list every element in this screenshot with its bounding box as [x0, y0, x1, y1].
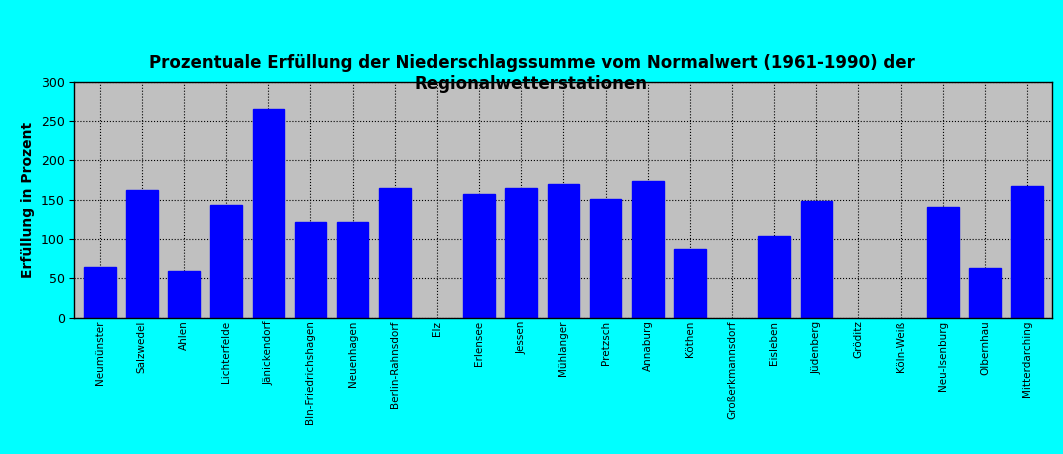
Bar	[379, 188, 410, 318]
Bar	[84, 266, 116, 318]
Bar	[126, 189, 157, 318]
Bar	[253, 109, 284, 318]
Bar	[294, 222, 326, 318]
Text: Prozentuale Erfüllung der Niederschlagssumme vom Normalwert (1961-1990) der
Regi: Prozentuale Erfüllung der Niederschlagss…	[149, 54, 914, 93]
Bar	[590, 199, 622, 318]
Bar	[463, 194, 495, 318]
Bar	[210, 205, 242, 318]
Bar	[927, 207, 959, 318]
Bar	[969, 268, 1000, 318]
Bar	[1011, 187, 1043, 318]
Bar	[800, 201, 832, 318]
Bar	[505, 188, 537, 318]
Bar	[631, 181, 663, 318]
Bar	[168, 271, 200, 318]
Bar	[337, 222, 369, 318]
Bar	[758, 236, 790, 318]
Y-axis label: Erfüllung in Prozent: Erfüllung in Prozent	[21, 122, 35, 278]
Bar	[674, 249, 706, 318]
Bar	[547, 184, 579, 318]
